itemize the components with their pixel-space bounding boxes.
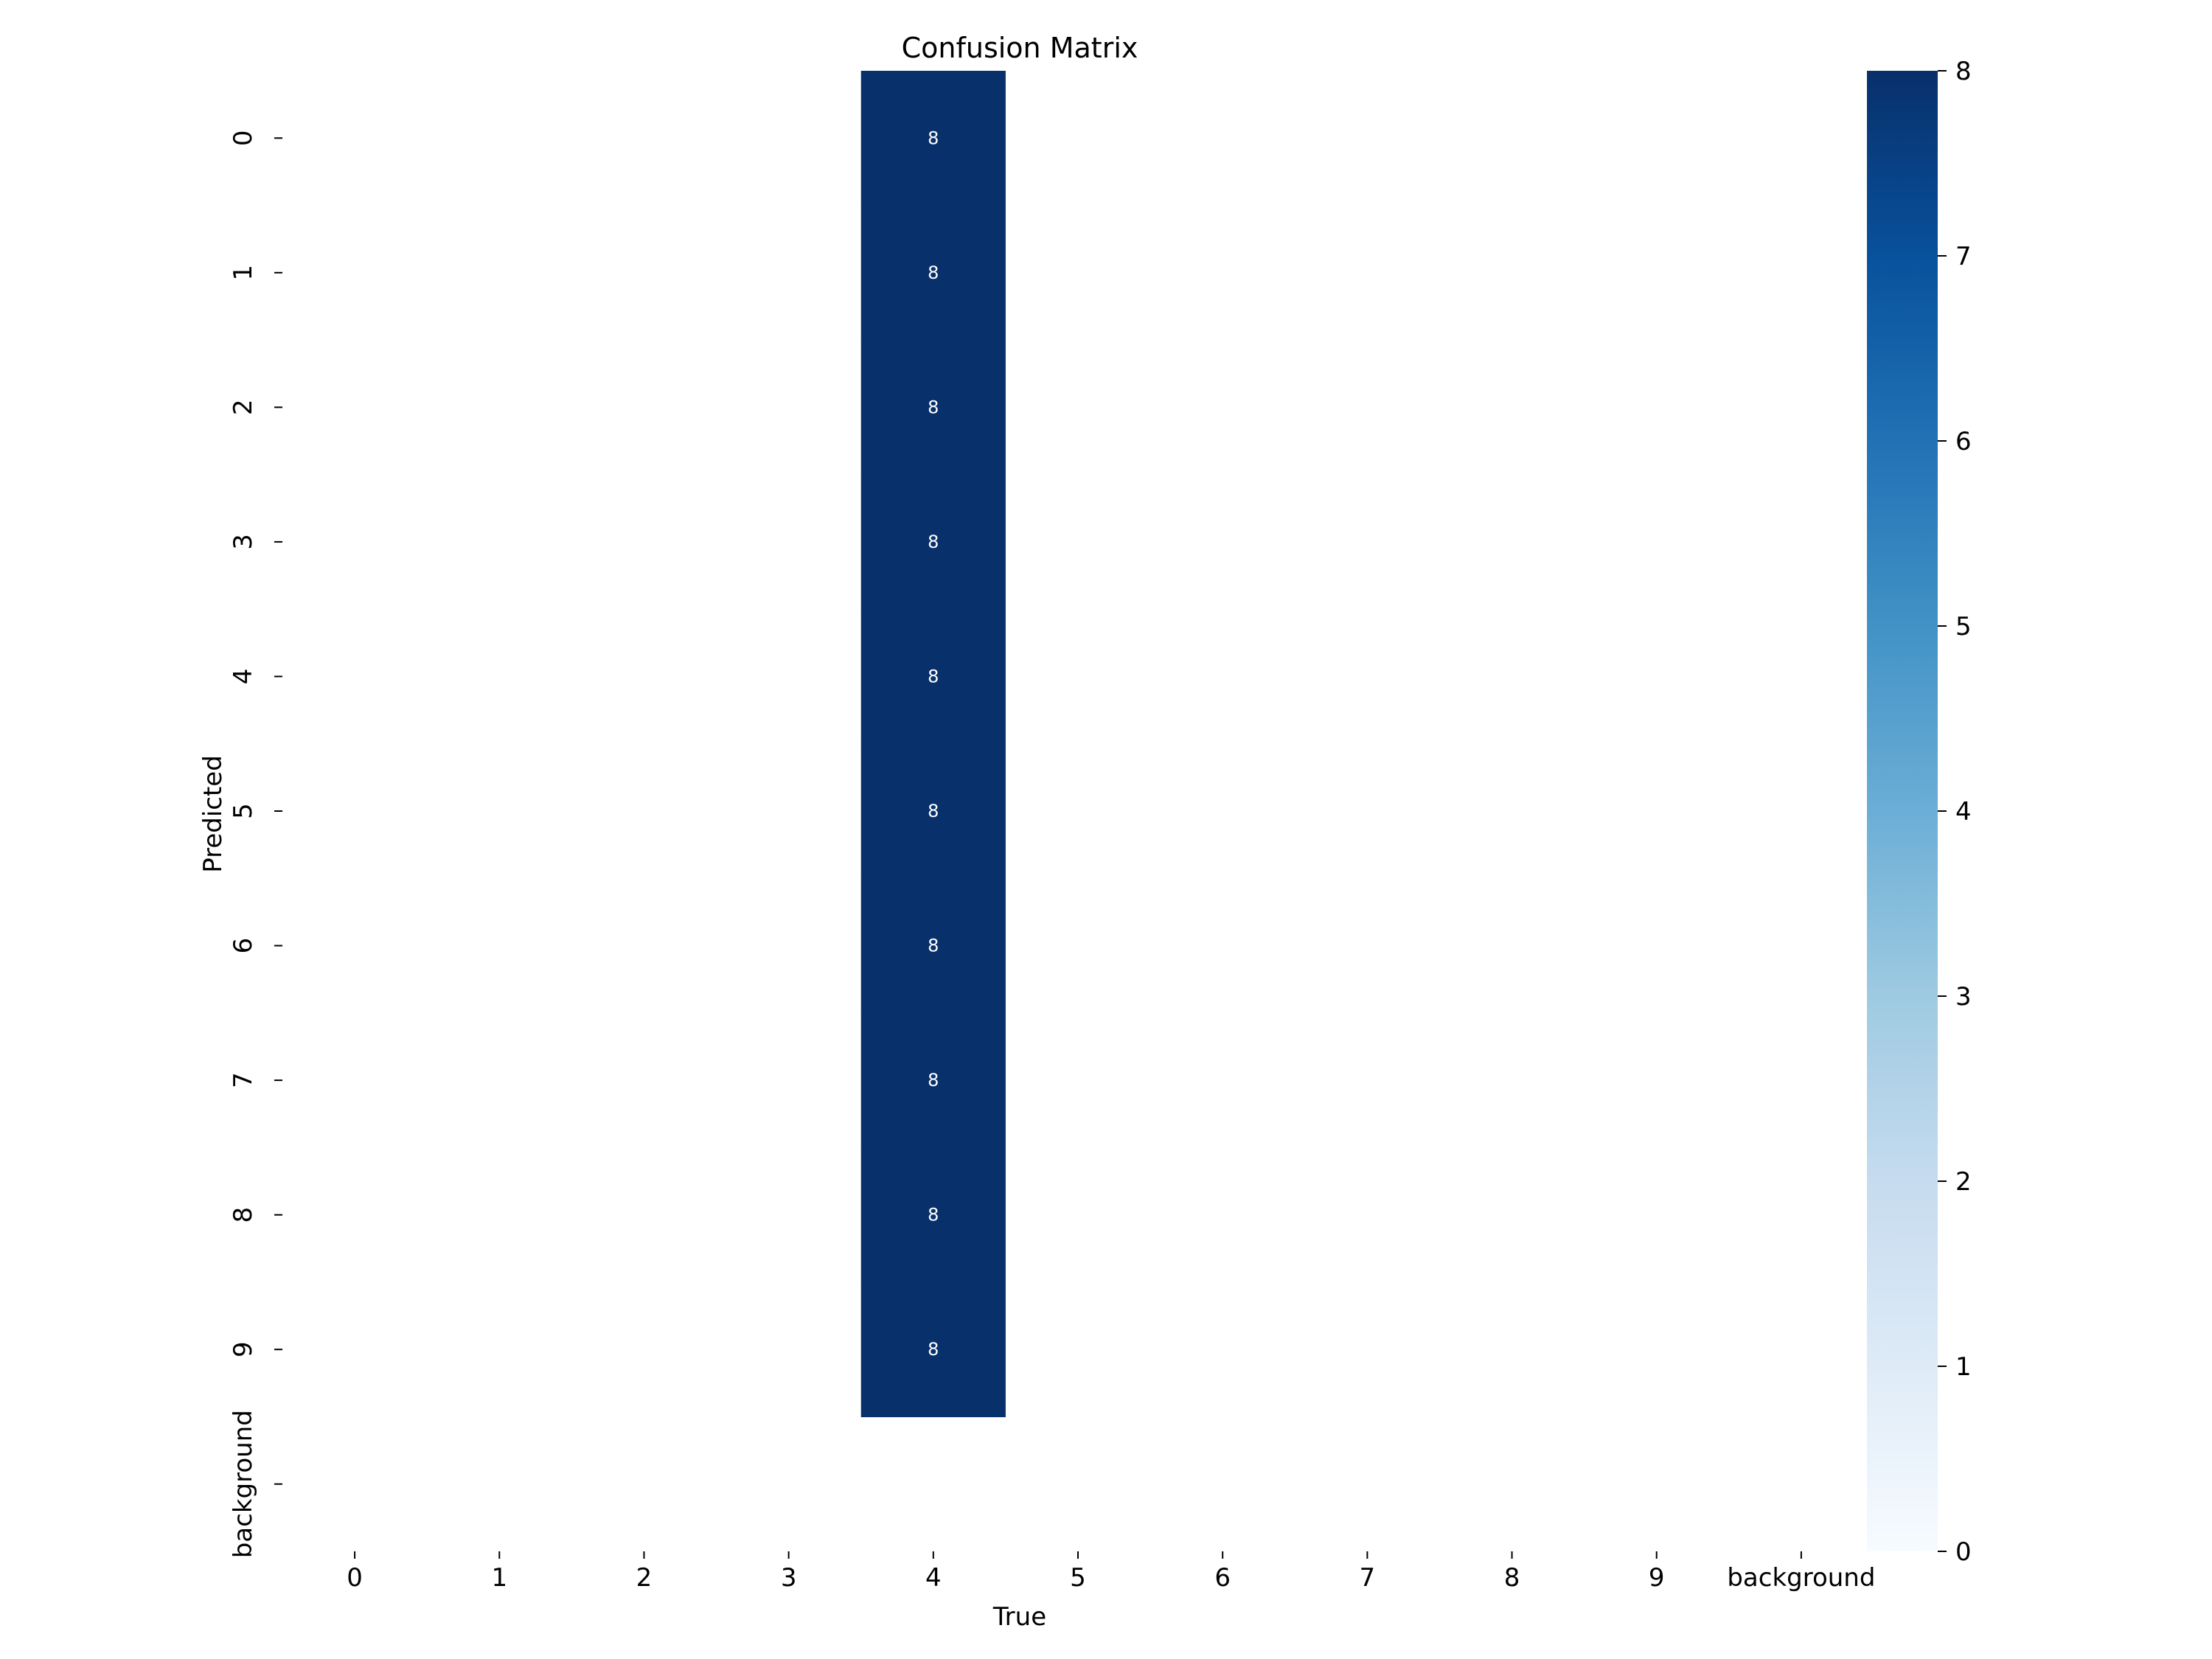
x-tick-label: 4 — [925, 1563, 942, 1593]
heatmap-cell — [860, 205, 1006, 341]
heatmap-cell-label: 8 — [928, 397, 939, 417]
colorbar-ticks: 0 1 2 3 4 5 6 7 8 — [1938, 57, 1972, 1567]
y-tick-label: 3 — [229, 534, 258, 550]
y-tick-label: 5 — [229, 803, 258, 819]
heatmap-cell — [860, 474, 1006, 610]
heatmap-cell-label: 8 — [928, 128, 939, 148]
colorbar-tick-label: 8 — [1955, 57, 1972, 86]
x-tick-label: 8 — [1504, 1563, 1520, 1593]
x-axis-label: True — [992, 1602, 1046, 1632]
colorbar-tick-label: 7 — [1955, 242, 1972, 271]
y-tick-label: 6 — [229, 938, 258, 954]
x-tick-label: 0 — [347, 1563, 363, 1593]
y-tick-label: 8 — [229, 1207, 258, 1223]
heatmap-cell-label: 8 — [928, 666, 939, 686]
colorbar-gradient — [1867, 71, 1938, 1551]
x-tick-label: 2 — [636, 1563, 653, 1593]
heatmap-cell — [860, 878, 1006, 1014]
y-axis-label: Predicted — [198, 755, 228, 873]
x-axis: 0 1 2 3 4 5 6 7 8 9 background — [347, 1551, 1875, 1593]
colorbar-tick-label: 0 — [1955, 1537, 1972, 1567]
y-tick-label: 9 — [229, 1341, 258, 1357]
colorbar-tick-label: 4 — [1955, 797, 1972, 827]
y-tick-label: 1 — [229, 265, 258, 281]
heatmap-cell-label: 8 — [928, 936, 939, 956]
heatmap-cell — [860, 340, 1006, 476]
x-tick-label: 6 — [1214, 1563, 1231, 1593]
heatmap-cell-labels: 8 8 8 8 8 8 8 8 8 8 — [928, 128, 939, 1360]
y-tick-label: 7 — [229, 1072, 258, 1088]
x-tick-label: 7 — [1360, 1563, 1376, 1593]
heatmap-cell — [860, 1012, 1006, 1148]
chart-title: Confusion Matrix — [902, 32, 1138, 64]
colorbar-tick-label: 3 — [1955, 982, 1972, 1012]
heatmap-cell-label: 8 — [928, 532, 939, 552]
y-tick-label: background — [229, 1410, 258, 1558]
x-tick-label: 1 — [491, 1563, 507, 1593]
x-tick-label: 3 — [781, 1563, 797, 1593]
colorbar-tick-label: 1 — [1955, 1352, 1972, 1382]
heatmap-cell — [860, 743, 1006, 879]
colorbar-tick-label: 2 — [1955, 1167, 1972, 1197]
y-tick-label: 4 — [229, 669, 258, 685]
y-tick-label: 2 — [229, 400, 258, 416]
heatmap-cell — [860, 1147, 1006, 1283]
heatmap-cell-label: 8 — [928, 1070, 939, 1091]
colorbar — [1867, 71, 1938, 1551]
colorbar-tick-label: 6 — [1955, 427, 1972, 456]
heatmap-cell — [860, 1281, 1006, 1418]
heatmap-cell-label: 8 — [928, 801, 939, 821]
y-axis: 0 1 2 3 4 5 6 7 8 9 background — [229, 130, 282, 1558]
heatmap-cell-label: 8 — [928, 262, 939, 283]
x-tick-label: background — [1727, 1563, 1875, 1593]
heatmap-cell-label: 8 — [928, 1205, 939, 1225]
colorbar-tick-label: 5 — [1955, 612, 1972, 641]
x-tick-label: 9 — [1649, 1563, 1665, 1593]
x-tick-label: 5 — [1070, 1563, 1086, 1593]
heatmap-cell-label: 8 — [928, 1339, 939, 1360]
y-tick-label: 0 — [229, 130, 258, 146]
heatmap-cells — [860, 71, 1006, 1418]
heatmap-cell — [860, 609, 1006, 745]
heatmap-cell — [860, 71, 1006, 206]
